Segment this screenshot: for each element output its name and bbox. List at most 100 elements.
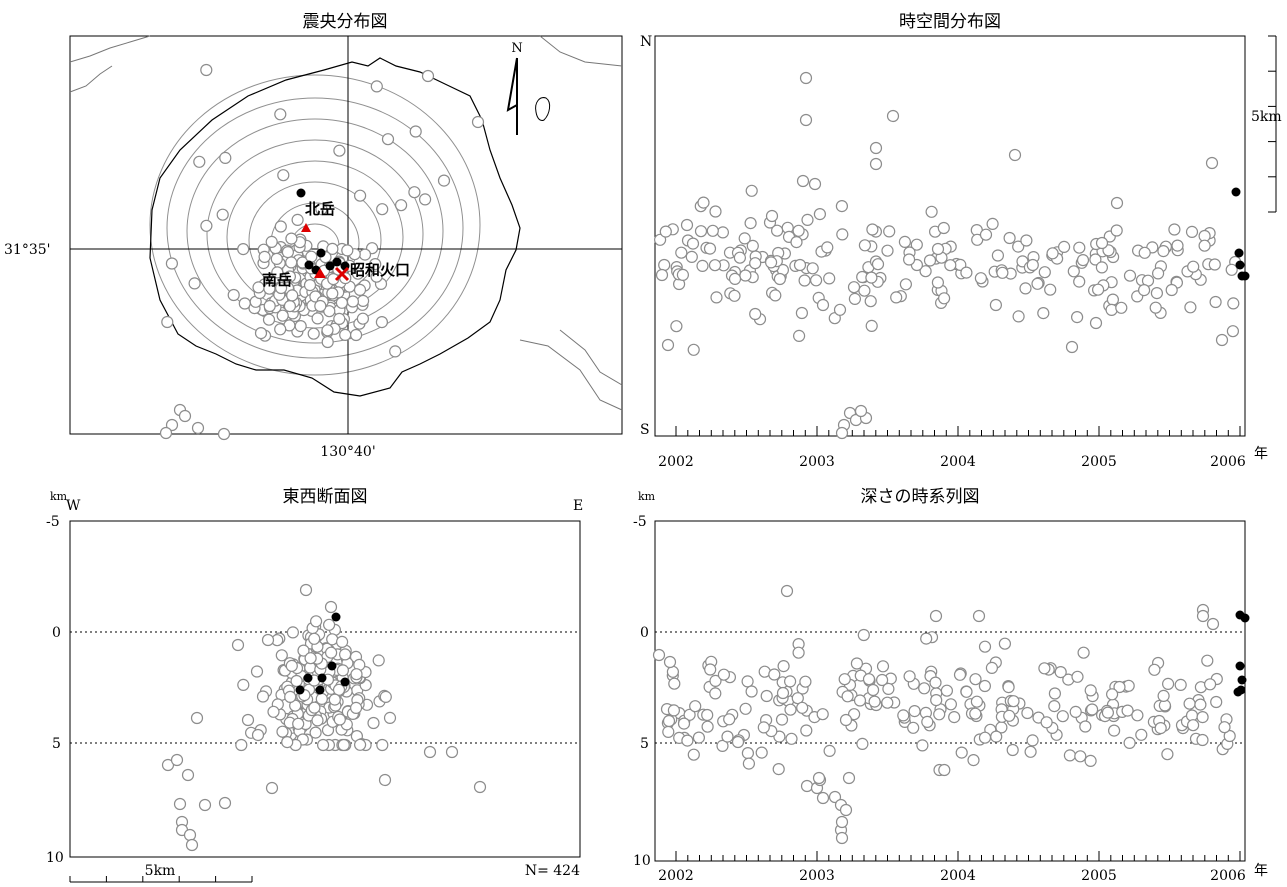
depth-event [1196,710,1209,724]
map-event [357,294,370,307]
timespace-event [989,298,1003,312]
ew-event [265,781,279,795]
depth-event [784,703,797,716]
depth-event [875,673,889,687]
depth-event [1048,699,1061,713]
timespace-event [1137,284,1151,297]
depth-event [1161,677,1175,691]
timespace-event [708,259,722,272]
timespace-event [733,251,747,264]
depth-event [1148,663,1161,676]
timespace-frame [654,35,1246,437]
timespace-event [745,184,758,197]
ew-event [372,654,385,667]
map-event [356,312,369,325]
timespace-event [764,256,778,269]
map-recent-event [296,188,306,198]
depth-event [800,779,814,793]
timespace-event [931,242,945,256]
ew-depth-tick-0: 0 [52,625,61,641]
map-event [335,296,348,309]
timespace-event [676,268,690,281]
depth-event [882,682,895,696]
ew-event [237,678,250,692]
timespace-event [899,278,913,291]
ew-event [445,745,459,759]
depth-event [662,714,676,728]
ew-event [304,652,317,665]
depth-event [1210,695,1223,709]
ew-event [251,728,265,742]
timespace-event [796,174,810,188]
depth-event [998,637,1012,650]
ew-event [173,797,187,811]
depth-event [1183,697,1196,710]
timespace-event [1031,277,1044,290]
depth-event [812,771,826,785]
depth-event [709,687,722,700]
map-event [353,283,367,296]
timespace-event [1067,265,1080,278]
ew-event [323,618,336,631]
timespace-year-2006: 2006 [1210,454,1246,470]
depth-event [780,584,794,598]
depth-recent-event [1237,675,1247,685]
timespace-event [793,258,807,272]
timespace-event [1095,261,1109,274]
timespace-event [801,213,814,226]
kitadake-peak-marker [301,223,311,232]
timespace-event [1020,234,1033,247]
map-recent-event [332,257,342,267]
timespace-event [696,259,709,272]
ew-event [256,690,270,703]
timespace-event [854,404,868,418]
timespace-event [816,298,830,312]
timespace-event [1044,283,1057,296]
ew-event [261,633,275,647]
timespace-event [858,239,872,252]
depth-event [938,763,951,777]
depth-year-2002: 2002 [658,868,694,884]
depth-event [816,708,829,721]
timespace-event [1187,260,1200,273]
timespace-event [902,253,916,266]
time-space-panel: 時空間分布図 N S 5km 2002 2003 2004 2005 2006 … [640,12,1282,470]
map-event [262,313,276,326]
timespace-event [1151,267,1165,280]
timespace-recent-events [1231,187,1250,281]
ew-recent-event [340,677,350,687]
timespace-event [1095,236,1109,250]
ew-event [181,768,195,782]
map-event [326,287,339,300]
map-event [419,193,432,206]
depth-tick-0: 0 [640,625,649,641]
map-event [276,309,289,322]
depth-event [701,720,714,733]
ew-event [339,648,352,661]
depth-event [757,721,770,734]
depth-event [876,660,890,673]
timespace-event [823,272,836,285]
depth-recent-events [1233,610,1250,697]
depth-event [972,609,986,623]
island-coastline [149,57,521,397]
kitadake-label: 北岳 [305,200,335,218]
contour-line [186,118,444,344]
map-event [333,144,346,157]
ew-event [292,717,305,730]
depth-event [783,675,797,688]
ew-event [350,668,363,681]
timespace-event [1168,223,1181,236]
timespace-event [1226,325,1240,338]
depth-event [1121,704,1134,717]
timespace-event [694,225,708,238]
depth-event [955,746,968,759]
ew-event [235,738,248,752]
map-event [165,257,178,270]
map-event [323,305,336,318]
map-event [351,267,365,280]
depth-event [667,704,681,717]
ew-event [378,773,392,787]
depth-event [918,682,931,695]
depth-event [772,762,785,776]
